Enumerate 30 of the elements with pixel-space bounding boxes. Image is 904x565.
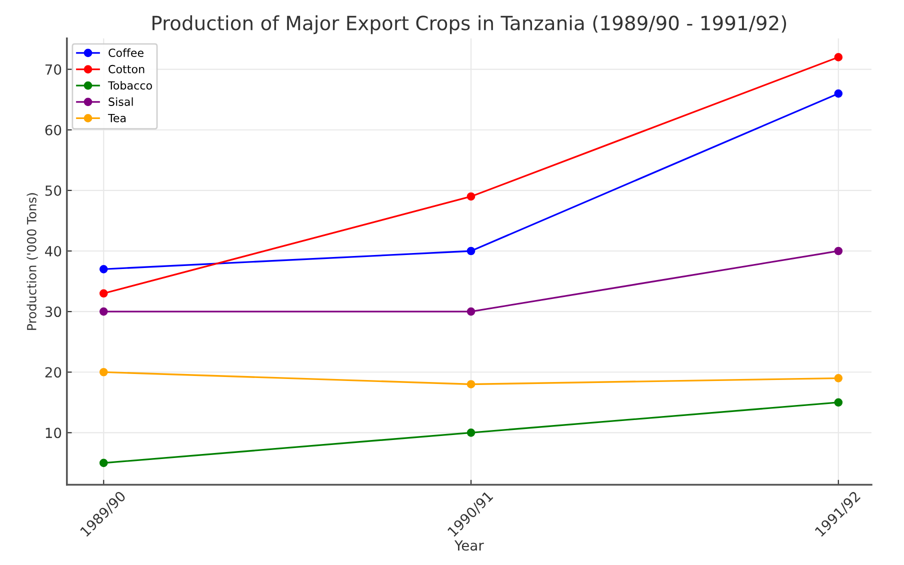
point <box>466 428 476 437</box>
y-tick-label: 10 <box>46 428 62 438</box>
point <box>834 398 843 407</box>
y-tick-label: 70 <box>46 64 62 75</box>
y-tick-label: 30 <box>45 306 62 318</box>
point <box>99 368 108 376</box>
point <box>466 192 476 201</box>
y-axis-title: Production ('000 Tons) <box>26 193 38 330</box>
point <box>99 265 108 274</box>
point <box>834 246 843 256</box>
point <box>466 246 476 256</box>
chart-title: Production of Major Export Crops in Tanzania (1989/90 - 1991/92) <box>152 15 786 34</box>
y-tick-label: 20 <box>45 367 62 378</box>
legend-label: Tobacco <box>108 81 152 90</box>
legend-label: Tea <box>108 114 126 122</box>
legend-label: Coffee <box>108 48 144 58</box>
legend-label: Cotton <box>108 64 144 74</box>
point <box>834 89 843 98</box>
y-tick-label: 50 <box>45 185 62 196</box>
point <box>99 307 108 316</box>
x-axis-title: Year <box>454 540 484 551</box>
point <box>466 307 476 316</box>
y-tick-label: 40 <box>45 246 62 256</box>
point <box>99 458 108 468</box>
point <box>99 289 108 298</box>
point <box>466 380 476 388</box>
legend-label: Sisal <box>108 97 133 106</box>
y-tick-label: 60 <box>45 124 62 136</box>
point <box>834 374 843 382</box>
point <box>834 53 843 62</box>
